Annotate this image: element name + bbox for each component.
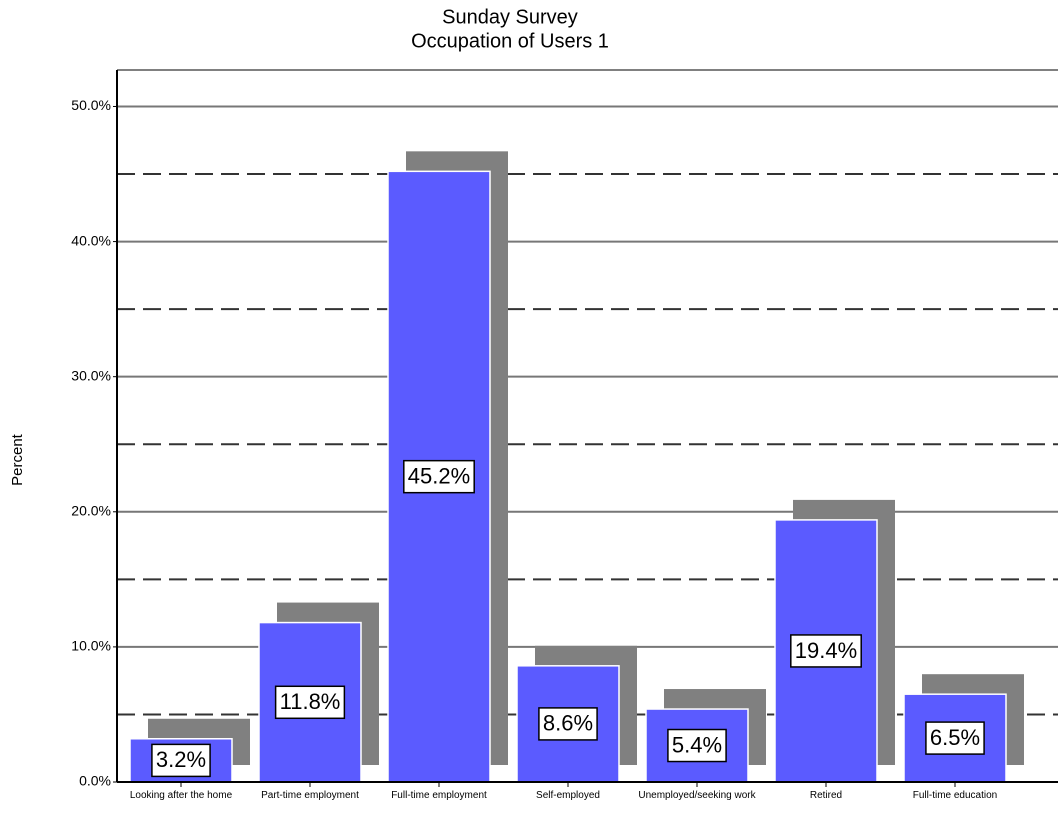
x-tick-label-box: Full-time education xyxy=(912,790,998,801)
value-label: 3.2% xyxy=(156,747,206,772)
value-label-box xyxy=(790,634,862,668)
value-label: 8.6% xyxy=(543,711,593,736)
value-label-box xyxy=(667,728,727,763)
x-tick-label-box: Looking after the home xyxy=(129,790,233,801)
value-label-box xyxy=(151,743,211,778)
y-axis-label: Percent xyxy=(9,433,26,486)
value-label: 6.5% xyxy=(930,725,980,750)
x-tick-label-box: Unemployed/seeking work xyxy=(638,790,756,801)
value-label-box xyxy=(925,721,985,755)
x-tick-label: Part-time employment xyxy=(261,790,359,801)
chart-title: Sunday Survey xyxy=(442,6,578,28)
y-tick-label: 0.0% xyxy=(79,773,111,789)
x-tick-label-box: Retired xyxy=(809,790,843,801)
y-tick-label: 30.0% xyxy=(71,367,111,383)
value-label-box xyxy=(538,707,598,741)
x-tick-label-box: Part-time employment xyxy=(261,790,359,801)
x-tick-label: Full-time employment xyxy=(391,790,487,801)
x-tick-label: Retired xyxy=(809,790,843,801)
y-tick-label: 10.0% xyxy=(71,638,111,654)
x-tick-label: Looking after the home xyxy=(129,790,233,801)
value-label: 11.8% xyxy=(280,689,341,714)
y-tick-label: 50.0% xyxy=(71,97,111,113)
x-tick-label: Full-time education xyxy=(912,790,998,801)
x-tick-label: Self-employed xyxy=(536,790,600,801)
value-label-box xyxy=(274,685,346,720)
chart-subtitle: Occupation of Users 1 xyxy=(411,30,609,52)
y-tick-label: 20.0% xyxy=(71,502,111,518)
value-label: 45.2% xyxy=(408,463,470,488)
y-tick-label: 40.0% xyxy=(71,232,111,248)
value-label-box xyxy=(403,459,475,494)
x-tick-label-box: Self-employed xyxy=(536,790,600,801)
value-label: 19.4% xyxy=(795,638,857,663)
x-tick-label-box: Full-time employment xyxy=(391,790,487,801)
value-label: 5.4% xyxy=(672,732,722,757)
x-tick-label: Unemployed/seeking work xyxy=(638,790,756,801)
